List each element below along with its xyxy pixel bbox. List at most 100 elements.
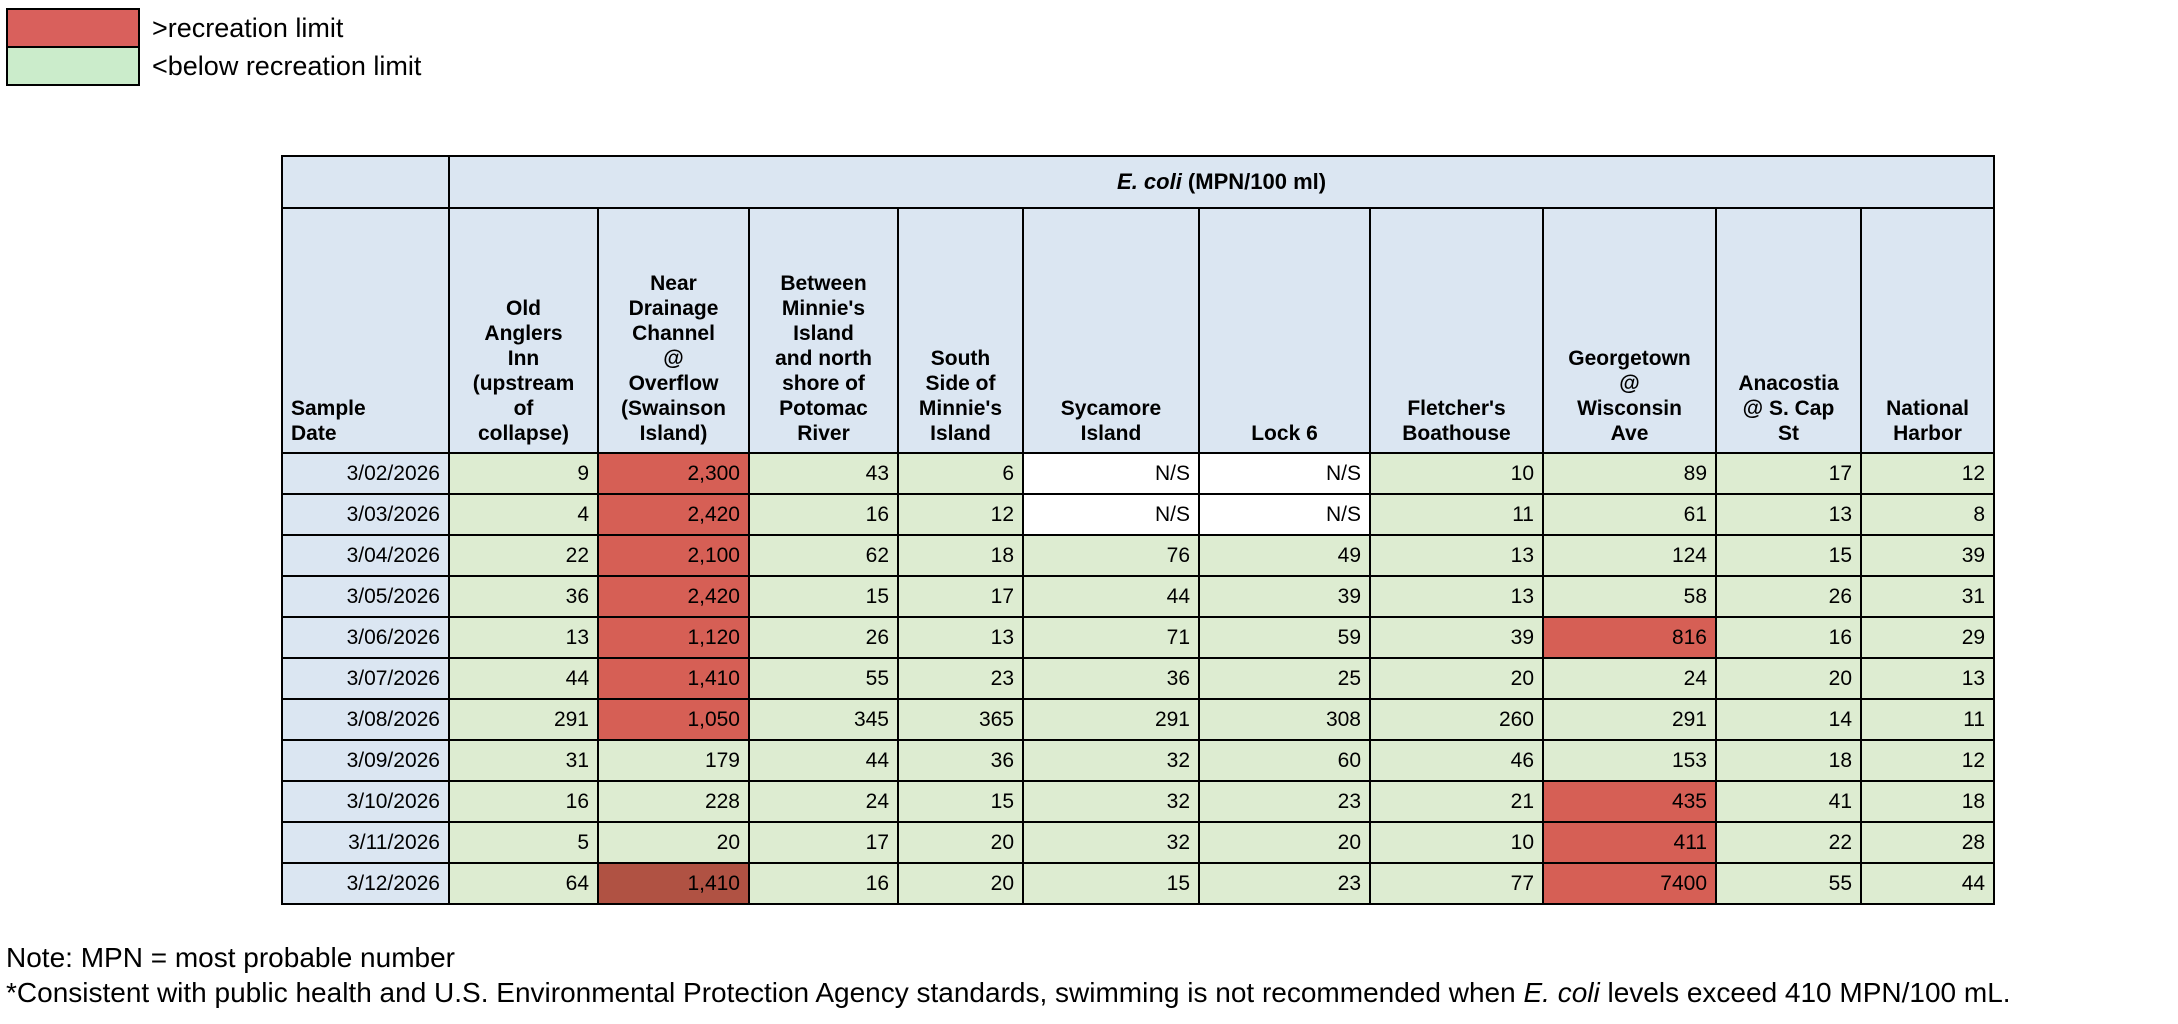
value-cell-near-drainage-channel-overflow-swainson-island: 1,410 <box>597 862 750 905</box>
value-cell-south-side-of-minnie-s-island: 6 <box>897 452 1024 495</box>
value-cell-fletcher-s-boathouse: 11 <box>1369 493 1544 536</box>
date-cell: 3/02/2026 <box>281 452 450 495</box>
value-cell-national-harbor: 12 <box>1859 739 1996 782</box>
date-cell: 3/08/2026 <box>281 698 450 741</box>
table-row: 3/04/2026 22 2,100 62 18 76 49 13 124 15 39 <box>281 534 1996 577</box>
column-header-between-minnie-s-island-and-north-shore-of-potomac-river: Between Minnie's Island and north shore … <box>748 207 899 454</box>
value-cell-south-side-of-minnie-s-island: 18 <box>897 534 1024 577</box>
value-cell-old-anglers-inn-upstream-of-collapse: 36 <box>448 575 599 618</box>
column-header-old-anglers-inn-upstream-of-collapse: Old Anglers Inn (upstream of collapse) <box>448 207 599 454</box>
value-cell-between-minnie-s-island-and-north-shore-of-potomac-river: 16 <box>748 862 899 905</box>
table-row: 3/02/2026 9 2,300 43 6 N/S N/S 10 89 17 12 <box>281 452 1996 495</box>
value-cell-lock-6: 25 <box>1198 657 1371 700</box>
value-cell-fletcher-s-boathouse: 21 <box>1369 780 1544 823</box>
value-cell-lock-6: 23 <box>1198 862 1371 905</box>
value-cell-south-side-of-minnie-s-island: 20 <box>897 862 1024 905</box>
ecoli-title-units: (MPN/100 ml) <box>1181 169 1327 194</box>
value-cell-national-harbor: 44 <box>1859 862 1996 905</box>
table-row: 3/12/2026 64 1,410 16 20 15 23 77 7400 55 44 <box>281 862 1996 905</box>
table-row: 3/10/2026 16 228 24 15 32 23 21 435 41 18 <box>281 780 1996 823</box>
value-cell-fletcher-s-boathouse: 46 <box>1369 739 1544 782</box>
value-cell-georgetown-wisconsin-ave: 411 <box>1542 821 1717 864</box>
value-cell-near-drainage-channel-overflow-swainson-island: 1,050 <box>597 698 750 741</box>
value-cell-fletcher-s-boathouse: 20 <box>1369 657 1544 700</box>
date-cell: 3/03/2026 <box>281 493 450 536</box>
value-cell-old-anglers-inn-upstream-of-collapse: 291 <box>448 698 599 741</box>
table-row: 3/07/2026 44 1,410 55 23 36 25 20 24 20 13 <box>281 657 1996 700</box>
note-epa-standard: *Consistent with public health and U.S. … <box>6 976 2011 1010</box>
value-cell-old-anglers-inn-upstream-of-collapse: 5 <box>448 821 599 864</box>
column-header-south-side-of-minnie-s-island: South Side of Minnie's Island <box>897 207 1024 454</box>
value-cell-lock-6: 49 <box>1198 534 1371 577</box>
value-cell-sycamore-island: 32 <box>1022 821 1200 864</box>
value-cell-old-anglers-inn-upstream-of-collapse: 44 <box>448 657 599 700</box>
table-row: 3/09/2026 31 179 44 36 32 60 46 153 18 12 <box>281 739 1996 782</box>
ecoli-table: E. coli (MPN/100 ml) Sample Date Old Angl… <box>281 155 1996 905</box>
table-row: 3/05/2026 36 2,420 15 17 44 39 13 58 26 31 <box>281 575 1996 618</box>
value-cell-fletcher-s-boathouse: 13 <box>1369 575 1544 618</box>
value-cell-sycamore-island: 32 <box>1022 780 1200 823</box>
table-row: 3/08/2026 291 1,050 345 365 291 308 260 291 14 11 <box>281 698 1996 741</box>
column-header-georgetown-wisconsin-ave: Georgetown @ Wisconsin Ave <box>1542 207 1717 454</box>
legend-row-below-limit: <below recreation limit <box>6 46 421 86</box>
value-cell-national-harbor: 12 <box>1859 452 1996 495</box>
value-cell-near-drainage-channel-overflow-swainson-island: 2,300 <box>597 452 750 495</box>
legend: >recreation limit <below recreation limi… <box>6 8 421 86</box>
value-cell-fletcher-s-boathouse: 77 <box>1369 862 1544 905</box>
value-cell-old-anglers-inn-upstream-of-collapse: 13 <box>448 616 599 659</box>
value-cell-between-minnie-s-island-and-north-shore-of-potomac-river: 17 <box>748 821 899 864</box>
value-cell-south-side-of-minnie-s-island: 36 <box>897 739 1024 782</box>
value-cell-lock-6: 59 <box>1198 616 1371 659</box>
value-cell-near-drainage-channel-overflow-swainson-island: 228 <box>597 780 750 823</box>
column-header-anacostia-s-cap-st: Anacostia @ S. Cap St <box>1715 207 1862 454</box>
date-cell: 3/12/2026 <box>281 862 450 905</box>
table-title-cell: E. coli (MPN/100 ml) <box>447 155 1996 209</box>
value-cell-south-side-of-minnie-s-island: 17 <box>897 575 1024 618</box>
value-cell-national-harbor: 8 <box>1859 493 1996 536</box>
legend-over-limit-swatch <box>6 8 140 48</box>
value-cell-old-anglers-inn-upstream-of-collapse: 9 <box>448 452 599 495</box>
value-cell-georgetown-wisconsin-ave: 124 <box>1542 534 1717 577</box>
column-header-sycamore-island: Sycamore Island <box>1022 207 1200 454</box>
corner-cell <box>281 155 450 209</box>
value-cell-georgetown-wisconsin-ave: 61 <box>1542 493 1717 536</box>
value-cell-anacostia-s-cap-st: 55 <box>1715 862 1862 905</box>
value-cell-fletcher-s-boathouse: 13 <box>1369 534 1544 577</box>
column-header-national-harbor: National Harbor <box>1859 207 1996 454</box>
value-cell-lock-6: 23 <box>1198 780 1371 823</box>
value-cell-anacostia-s-cap-st: 22 <box>1715 821 1862 864</box>
note-mpn: Note: MPN = most probable number <box>6 942 455 973</box>
value-cell-sycamore-island: 36 <box>1022 657 1200 700</box>
value-cell-lock-6: N/S <box>1198 493 1371 536</box>
date-cell: 3/11/2026 <box>281 821 450 864</box>
value-cell-south-side-of-minnie-s-island: 20 <box>897 821 1024 864</box>
table-row: 3/06/2026 13 1,120 26 13 71 59 39 816 16 29 <box>281 616 1996 659</box>
value-cell-georgetown-wisconsin-ave: 89 <box>1542 452 1717 495</box>
value-cell-georgetown-wisconsin-ave: 58 <box>1542 575 1717 618</box>
note-epa-ecoli-italic: E. coli <box>1523 977 1600 1008</box>
value-cell-near-drainage-channel-overflow-swainson-island: 1,410 <box>597 657 750 700</box>
value-cell-national-harbor: 29 <box>1859 616 1996 659</box>
value-cell-fletcher-s-boathouse: 39 <box>1369 616 1544 659</box>
value-cell-anacostia-s-cap-st: 15 <box>1715 534 1862 577</box>
value-cell-anacostia-s-cap-st: 17 <box>1715 452 1862 495</box>
value-cell-georgetown-wisconsin-ave: 7400 <box>1542 862 1717 905</box>
value-cell-sycamore-island: 76 <box>1022 534 1200 577</box>
value-cell-old-anglers-inn-upstream-of-collapse: 4 <box>448 493 599 536</box>
value-cell-fletcher-s-boathouse: 10 <box>1369 452 1544 495</box>
column-header-fletcher-s-boathouse: Fletcher's Boathouse <box>1369 207 1544 454</box>
value-cell-lock-6: 39 <box>1198 575 1371 618</box>
value-cell-between-minnie-s-island-and-north-shore-of-potomac-river: 62 <box>748 534 899 577</box>
date-cell: 3/05/2026 <box>281 575 450 618</box>
note-epa-post: levels exceed 410 MPN/100 mL. <box>1599 977 2011 1008</box>
ecoli-title-species: E. coli <box>1117 169 1182 194</box>
value-cell-lock-6: N/S <box>1198 452 1371 495</box>
value-cell-georgetown-wisconsin-ave: 153 <box>1542 739 1717 782</box>
date-cell: 3/04/2026 <box>281 534 450 577</box>
legend-row-over-limit: >recreation limit <box>6 8 421 48</box>
legend-below-limit-swatch <box>6 46 140 86</box>
column-header-lock-6: Lock 6 <box>1198 207 1371 454</box>
value-cell-south-side-of-minnie-s-island: 23 <box>897 657 1024 700</box>
value-cell-anacostia-s-cap-st: 14 <box>1715 698 1862 741</box>
column-header-near-drainage-channel-overflow-swainson-island: Near Drainage Channel @ Overflow (Swains… <box>597 207 750 454</box>
